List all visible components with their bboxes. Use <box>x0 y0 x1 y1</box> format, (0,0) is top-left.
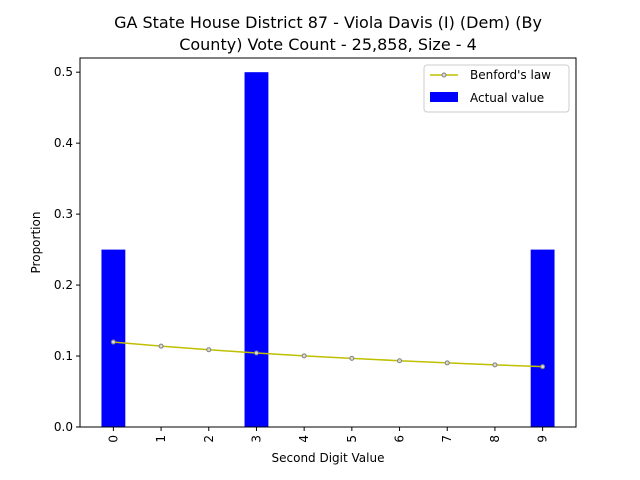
x-tick-label: 6 <box>393 435 407 443</box>
benford-point-9 <box>540 364 546 370</box>
bar-0 <box>101 249 126 427</box>
legend: Benford's law Actual value <box>423 64 570 113</box>
chart-title-line-1: GA State House District 87 - Viola Davis… <box>114 13 542 32</box>
benford-point-3 <box>253 350 259 356</box>
legend-label-benford: Benford's law <box>470 68 551 82</box>
x-tick-label: 7 <box>440 435 454 443</box>
y-tick-label: 0.4 <box>54 136 73 150</box>
x-tick-label: 8 <box>488 435 502 443</box>
x-tick-label: 3 <box>249 435 263 443</box>
y-tick-label: 0.0 <box>54 420 73 434</box>
legend-box <box>423 64 570 113</box>
plot-area <box>101 72 555 427</box>
y-tick-label: 0.3 <box>54 207 73 221</box>
y-axis-label: Proportion <box>29 212 43 274</box>
x-tick-label: 9 <box>536 435 550 443</box>
benford-line <box>113 341 543 368</box>
benford-point-0 <box>110 339 116 345</box>
bar-3 <box>244 72 269 427</box>
x-axis-label: Second Digit Value <box>272 451 385 465</box>
benford-point-6 <box>397 358 403 364</box>
x-tick-label: 5 <box>345 435 359 443</box>
legend-bar-swatch <box>430 92 458 102</box>
x-axis-ticks: 0 1 2 3 4 5 6 7 8 9 <box>106 427 550 443</box>
axes-frame <box>79 57 577 428</box>
benford-point-8 <box>492 362 498 368</box>
legend-label-actual: Actual value <box>470 91 544 105</box>
benford-point-4 <box>301 353 307 359</box>
x-tick-label: 4 <box>297 435 311 443</box>
y-tick-label: 0.2 <box>54 278 73 292</box>
x-tick-label: 2 <box>202 435 216 443</box>
y-tick-label: 0.5 <box>54 65 73 79</box>
benford-point-5 <box>349 355 355 361</box>
legend-line-marker <box>441 72 447 78</box>
bar-9 <box>530 249 555 427</box>
chart-title-line-2: County) Vote Count - 25,858, Size - 4 <box>179 35 477 54</box>
x-tick-label: 1 <box>154 435 168 443</box>
benford-point-7 <box>444 360 450 366</box>
y-axis-ticks: 0.0 0.1 0.2 0.3 0.4 0.5 <box>54 65 80 434</box>
benford-point-1 <box>158 343 164 349</box>
benford-point-2 <box>206 347 212 353</box>
x-tick-label: 0 <box>106 435 120 443</box>
y-tick-label: 0.1 <box>54 349 73 363</box>
